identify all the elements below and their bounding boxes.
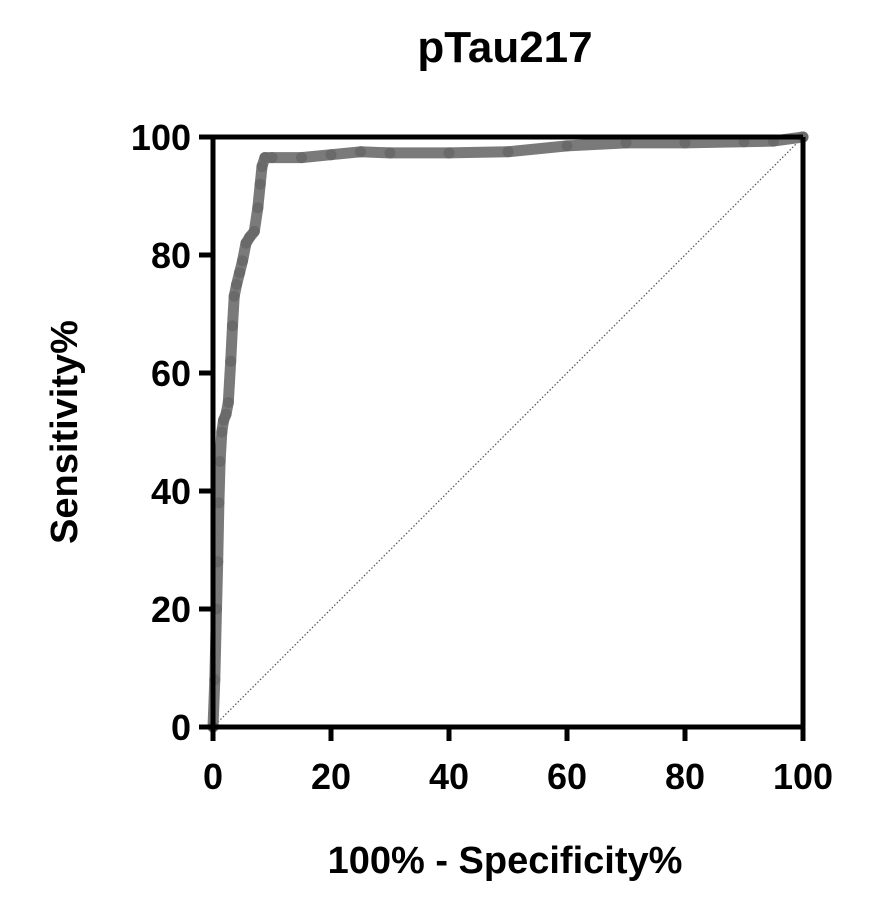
roc-curve-point [234, 267, 246, 279]
x-tick-label: 0 [203, 756, 223, 797]
x-tick-label: 80 [665, 756, 705, 797]
y-tick-label: 100 [131, 117, 191, 158]
y-axis-label: Sensitivity% [44, 320, 86, 544]
y-tick-label: 20 [151, 589, 191, 630]
roc-curve-point [222, 397, 234, 408]
x-tick-label: 60 [547, 756, 587, 797]
roc-curve-point [502, 146, 514, 158]
roc-curve-point [248, 225, 260, 237]
roc-curve-point [561, 140, 573, 152]
roc-curve-point [252, 202, 264, 214]
roc-curve-point [296, 152, 307, 164]
roc-curve-point [214, 456, 226, 467]
reference-diagonal-line [212, 136, 804, 728]
y-tick-label: 80 [151, 235, 191, 276]
roc-curve-point [231, 279, 243, 290]
roc-curve-point [620, 137, 632, 149]
roc-curve-point [679, 137, 691, 149]
roc-curve-point [443, 147, 455, 159]
roc-curve-point [228, 290, 240, 302]
y-tick-label: 60 [151, 353, 191, 394]
y-tick-label: 40 [151, 471, 191, 512]
roc-curve-point [355, 146, 366, 158]
roc-curve-point [254, 178, 266, 190]
roc-curve-point [226, 320, 238, 332]
roc-curve-point [266, 152, 278, 164]
x-tick-label: 100 [773, 756, 833, 797]
roc-curve-point [256, 161, 268, 172]
roc-curve-point [213, 497, 225, 509]
roc-curve-point [225, 355, 237, 367]
roc-curve-point [384, 147, 396, 159]
x-tick-label: 40 [429, 756, 469, 797]
x-axis-label: 100% - Specificity% [328, 840, 683, 882]
roc-curve-point [237, 255, 248, 267]
roc-curve-point [325, 149, 337, 161]
roc-curve-point [220, 408, 232, 420]
plot-area: 0 20 40 60 80 100 0 20 40 60 80 100 [131, 117, 833, 797]
y-tick-label: 0 [171, 707, 191, 748]
x-tick-label: 20 [311, 756, 351, 797]
roc-curve-point [216, 426, 228, 438]
chart-title: pTau217 [417, 23, 592, 72]
